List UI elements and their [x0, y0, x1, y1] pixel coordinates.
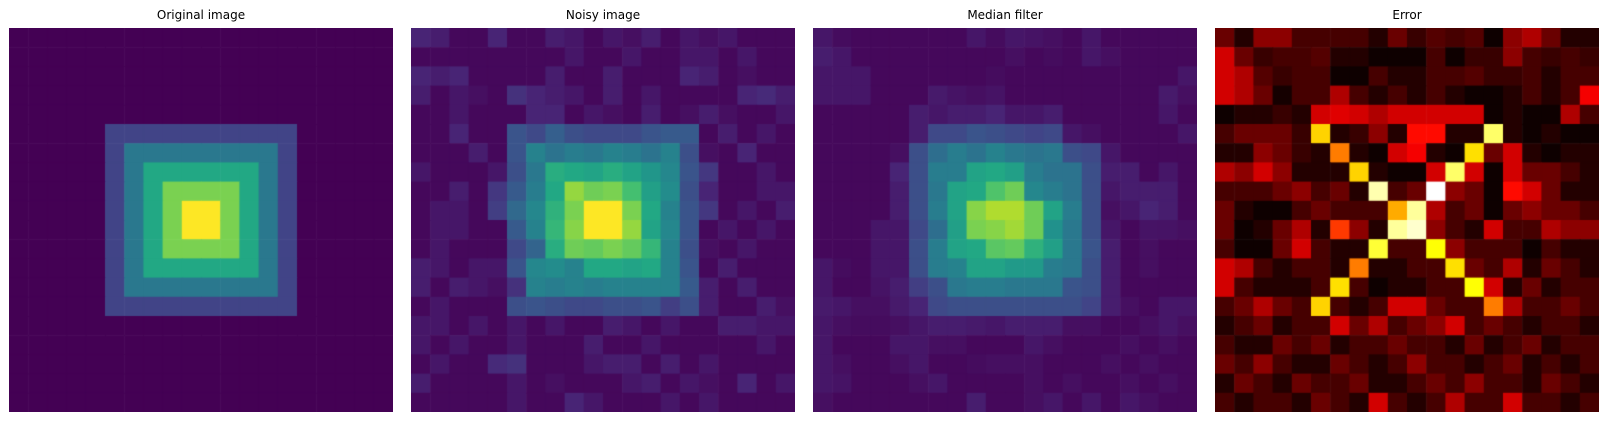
- original-image-heatmap: [9, 28, 393, 412]
- median-filter-heatmap: [813, 28, 1197, 412]
- panel-original-image: Original image: [9, 0, 393, 412]
- error-heatmap: [1215, 28, 1599, 412]
- panel-title-noisy-image: Noisy image: [565, 8, 641, 22]
- panel-noisy-image: Noisy image: [411, 0, 795, 412]
- panel-title-original-image: Original image: [156, 8, 246, 22]
- panel-title-median-filter: Median filter: [967, 8, 1043, 22]
- panel-error: Error: [1215, 0, 1599, 412]
- panel-median-filter: Median filter: [813, 0, 1197, 412]
- panel-title-error: Error: [1392, 8, 1422, 22]
- noisy-image-heatmap: [411, 28, 795, 412]
